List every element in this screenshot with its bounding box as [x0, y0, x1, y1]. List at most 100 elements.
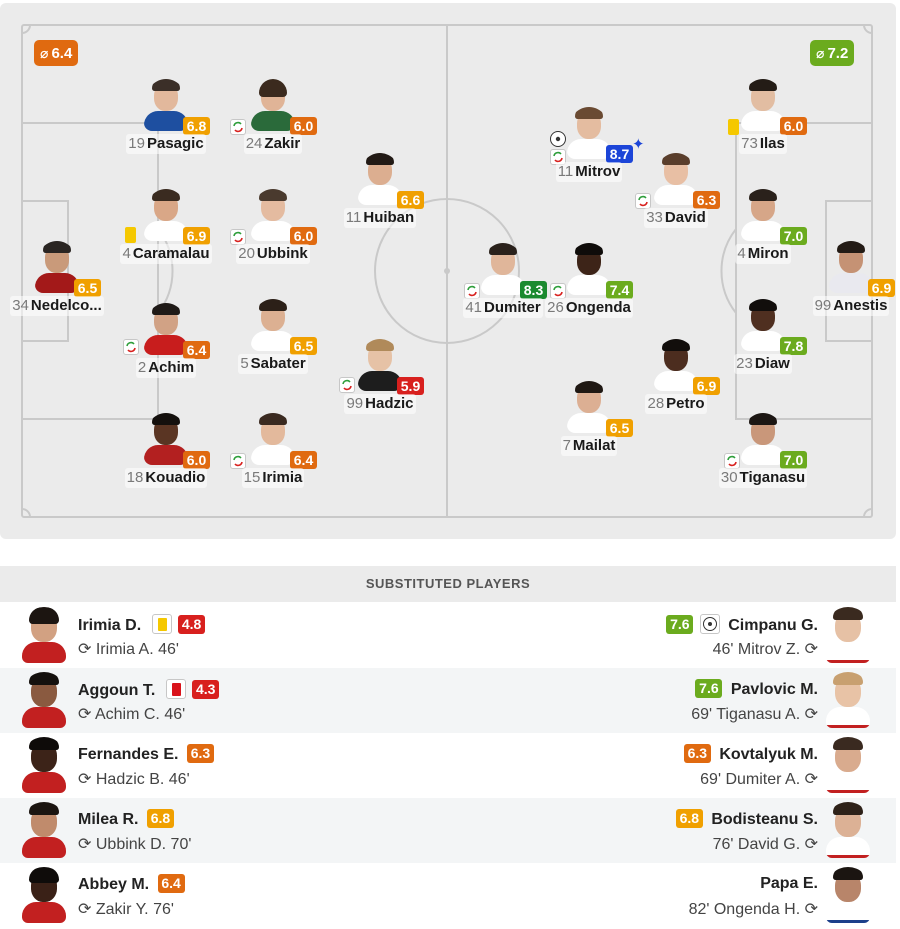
sub-home-player[interactable]: Irimia D. 4.8	[78, 614, 206, 636]
player-away-petro[interactable]: 6.9 28 Petro	[621, 339, 731, 415]
player-home-ubbink[interactable]: 6.0 20 Ubbink	[218, 189, 328, 265]
player-rating: 6.3	[693, 191, 720, 209]
player-home-caramalau[interactable]: 6.9 4 Caramalau	[111, 189, 221, 265]
away-average-rating: ⌀ 7.2	[810, 40, 855, 66]
sub-away-replaced: 82' Ongenda H. ⟳	[688, 901, 818, 918]
player-away-anestis[interactable]: 6.9 99 Anestis	[796, 241, 900, 317]
player-nameplate: 11 Huiban	[343, 208, 417, 228]
sub-away-replaced: 69' Tiganasu A. ⟳	[691, 706, 818, 723]
sub-away-player[interactable]: 6.8 Bodisteanu S.	[675, 809, 818, 830]
player-home-sabater[interactable]: 6.5 5 Sabater	[218, 299, 328, 375]
player-home-irimia[interactable]: 6.4 15 Irimia	[218, 413, 328, 489]
swap-icon: ⟳	[804, 641, 818, 658]
sub-away-player[interactable]: 7.6 Cimpanu G.	[666, 614, 818, 636]
sub-home-replaced: ⟳ Irimia A. 46'	[78, 641, 179, 658]
player-photo	[358, 153, 402, 205]
sub-home-player[interactable]: Abbey M. 6.4	[78, 874, 185, 895]
player-nameplate: 2 Achim	[135, 358, 197, 378]
player-home-kouadio[interactable]: 6.0 18 Kouadio	[111, 413, 221, 489]
player-rating: 6.0	[183, 451, 210, 469]
sub-away-player[interactable]: 6.3 Kovtalyuk M.	[683, 744, 818, 765]
substitution-icon	[230, 119, 246, 135]
swap-icon: ⟳	[78, 706, 92, 723]
substitution-row: Milea R. 6.8 ⟳ Ubbink D. 70' 6.8 Bodiste…	[0, 798, 896, 863]
player-nameplate: 7 Mailat	[560, 436, 618, 456]
player-rating: 6.5	[290, 337, 317, 355]
substitution-icon	[724, 453, 740, 469]
player-rating: 6.0	[290, 117, 317, 135]
sub-home-player[interactable]: Milea R. 6.8	[78, 809, 174, 830]
player-nameplate: 5 Sabater	[238, 354, 308, 374]
player-away-miron[interactable]: 7.0 4 Miron	[708, 189, 818, 265]
pitch-markings	[21, 24, 873, 518]
player-nameplate: 4 Caramalau	[120, 244, 212, 264]
player-rating: 6.5	[74, 279, 101, 297]
sub-photo-home	[22, 672, 66, 728]
substitution-icon	[339, 377, 355, 393]
player-rating: 8.7	[606, 145, 633, 163]
sub-away-replaced: 46' Mitrov Z. ⟳	[712, 641, 818, 658]
player-nameplate: 20 Ubbink	[236, 244, 310, 264]
sub-home-player[interactable]: Aggoun T. 4.3	[78, 679, 220, 701]
player-home-pasagic[interactable]: 6.8 19 Pasagic	[111, 79, 221, 155]
player-nameplate: 73 Ilas	[739, 134, 787, 154]
goal-ball-icon	[699, 614, 720, 634]
player-home-huiban[interactable]: 6.6 11 Huiban	[325, 153, 435, 229]
sub-photo-home	[22, 802, 66, 858]
player-rating: 6.9	[693, 377, 720, 395]
sub-away-player[interactable]: 7.6 Pavlovic M.	[695, 679, 818, 700]
player-nameplate: 23 Diaw	[734, 354, 792, 374]
swap-icon: ⟳	[804, 836, 818, 853]
player-home-zakir[interactable]: 6.0 24 Zakir	[218, 79, 328, 155]
player-photo	[35, 241, 79, 293]
sub-home-player[interactable]: Fernandes E. 6.3	[78, 744, 214, 765]
player-away-ilas[interactable]: 6.0 73 Ilas	[708, 79, 818, 155]
player-photo	[741, 189, 785, 241]
player-away-dumiter[interactable]: 8.3 41 Dumiter	[448, 243, 558, 319]
substituted-players-header: SUBSTITUTED PLAYERS	[0, 566, 896, 602]
player-rating: 8.3	[520, 281, 547, 299]
player-nameplate: 18 Kouadio	[124, 468, 208, 488]
sub-away-player[interactable]: Papa E.	[760, 875, 818, 892]
player-photo	[144, 303, 188, 355]
player-nameplate: 28 Petro	[645, 394, 707, 414]
player-rating: 6.0	[290, 227, 317, 245]
sub-photo-home	[22, 867, 66, 923]
sub-home-replaced: ⟳ Hadzic B. 46'	[78, 771, 190, 788]
substitution-row: Abbey M. 6.4 ⟳ Zakir Y. 76' Papa E. 82' …	[0, 863, 896, 928]
player-away-diaw[interactable]: 7.8 23 Diaw	[708, 299, 818, 375]
sub-photo-away	[826, 867, 870, 923]
player-photo	[251, 413, 295, 465]
player-nameplate: 4 Miron	[735, 244, 791, 264]
player-photo	[144, 413, 188, 465]
substitution-row: Irimia D. 4.8 ⟳ Irimia A. 46' 7.6 Cimpan…	[0, 603, 896, 668]
player-rating: 6.5	[606, 419, 633, 437]
substitution-row: Aggoun T. 4.3 ⟳ Achim C. 46' 7.6 Pavlovi…	[0, 668, 896, 733]
player-home-nedelcovici[interactable]: 6.5 34 Nedelco...	[2, 241, 112, 317]
player-nameplate: 11 Mitrov	[555, 162, 623, 182]
sub-away-replaced: 69' Dumiter A. ⟳	[700, 771, 818, 788]
player-rating: 6.0	[780, 117, 807, 135]
substitution-icon	[230, 453, 246, 469]
player-away-david[interactable]: 6.3 33 David	[621, 153, 731, 229]
home-average-rating: ⌀ 6.4	[34, 40, 79, 66]
player-nameplate: 34 Nedelco...	[10, 296, 104, 316]
player-nameplate: 41 Dumiter	[463, 298, 543, 318]
substitution-icon	[550, 283, 566, 299]
player-rating: 6.4	[290, 451, 317, 469]
substitution-row: Fernandes E. 6.3 ⟳ Hadzic B. 46' 6.3 Kov…	[0, 733, 896, 798]
player-home-achim[interactable]: 6.4 2 Achim	[111, 303, 221, 379]
substitution-icon	[635, 193, 651, 209]
sub-away-replaced: 76' David G. ⟳	[712, 836, 818, 853]
yellow-card-icon	[151, 614, 172, 634]
player-rating: 7.4	[606, 281, 633, 299]
player-away-mitrov[interactable]: 8.7 ✦ 11 Mitrov	[534, 107, 645, 183]
substitution-icon	[123, 339, 139, 355]
player-away-tiganasu[interactable]: 7.0 30 Tiganasu	[708, 413, 818, 489]
player-home-hadzic[interactable]: 5.9 99 Hadzic	[325, 339, 435, 415]
swap-icon: ⟳	[804, 901, 818, 918]
sub-rating: 6.8	[146, 809, 174, 828]
sub-photo-away	[826, 672, 870, 728]
player-away-mailat[interactable]: 6.5 7 Mailat	[534, 381, 644, 457]
player-away-ongenda[interactable]: 7.4 26 Ongenda	[534, 243, 644, 319]
